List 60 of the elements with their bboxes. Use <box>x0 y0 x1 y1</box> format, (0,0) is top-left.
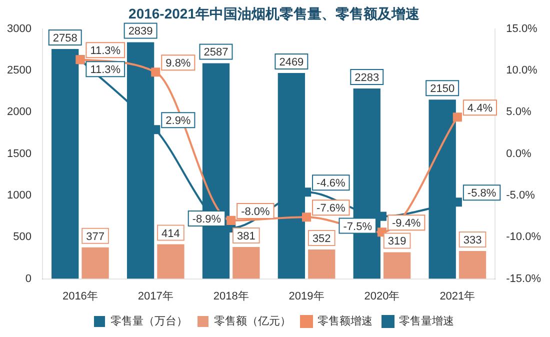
legend-label: 零售量增速 <box>399 314 454 328</box>
data-label: -8.9% <box>192 214 222 226</box>
data-label: 11.3% <box>90 64 121 76</box>
y-tick-label: 2000 <box>6 106 32 118</box>
y2-tick-label: 5.0% <box>506 106 532 118</box>
y-tick-label: 1500 <box>6 148 32 160</box>
y-tick-label: 0 <box>25 272 32 285</box>
point <box>226 216 236 225</box>
x-tick-label: 2016年 <box>62 290 98 302</box>
legend-label: 零售额增速 <box>318 314 372 328</box>
data-label: 333 <box>463 234 482 247</box>
bar <box>308 249 336 279</box>
y2-tick-label: 15.0% <box>506 22 538 35</box>
chart-title: 2016-2021年中国油烟机零售量、零售额及增速 <box>128 5 420 22</box>
x-tick-label: 2018年 <box>213 290 249 302</box>
data-label: 319 <box>388 236 406 248</box>
x-tick-label: 2020年 <box>364 290 400 302</box>
data-label: 2839 <box>128 26 153 38</box>
data-label: 2283 <box>354 72 380 84</box>
data-label: 11.3% <box>90 45 121 58</box>
data-label: 9.8% <box>166 58 191 70</box>
bar <box>458 251 486 279</box>
y-tick-label: 3000 <box>6 22 32 35</box>
data-label: -7.5% <box>343 220 372 233</box>
y-tick-label: 2500 <box>6 64 32 76</box>
x-tick-label: 2019年 <box>288 290 324 302</box>
y2-tick-label: -15.0% <box>506 272 542 285</box>
bar <box>157 244 184 279</box>
point <box>151 68 160 77</box>
legend-label: 零售量（万台） <box>110 314 188 328</box>
data-label: 2469 <box>279 56 304 69</box>
y-tick-label: 500 <box>13 231 32 244</box>
data-label: -8.0% <box>241 206 270 218</box>
y2-tick-label: 10.0% <box>506 64 538 76</box>
y2-tick-label: -10.0% <box>506 231 542 244</box>
bar <box>232 247 260 279</box>
data-label: -7.6% <box>316 202 346 215</box>
data-label: 414 <box>162 228 180 240</box>
legend-label: 零售额（亿元） <box>214 314 291 328</box>
data-label: 2587 <box>204 46 228 59</box>
y-tick-label: 1000 <box>6 190 32 202</box>
data-label: 377 <box>86 230 104 243</box>
bar <box>52 48 79 279</box>
y2-tick-label: 0.0% <box>506 148 532 160</box>
point <box>452 112 462 122</box>
point <box>302 212 312 222</box>
data-label: -4.6% <box>316 178 346 190</box>
data-label: 2758 <box>52 32 78 44</box>
x-tick-label: 2017年 <box>138 290 174 302</box>
data-label: -5.8% <box>467 188 496 200</box>
data-label: 4.4% <box>467 102 493 115</box>
bar <box>383 252 411 279</box>
data-label: 2150 <box>430 83 455 96</box>
data-label: 381 <box>237 230 256 243</box>
data-label: 352 <box>312 233 331 245</box>
data-label: -9.4% <box>392 218 421 230</box>
y2-tick-label: -5.0% <box>506 190 536 202</box>
data-label: 2.9% <box>166 115 191 128</box>
bar <box>82 247 109 279</box>
x-tick-label: 2021年 <box>440 290 476 302</box>
